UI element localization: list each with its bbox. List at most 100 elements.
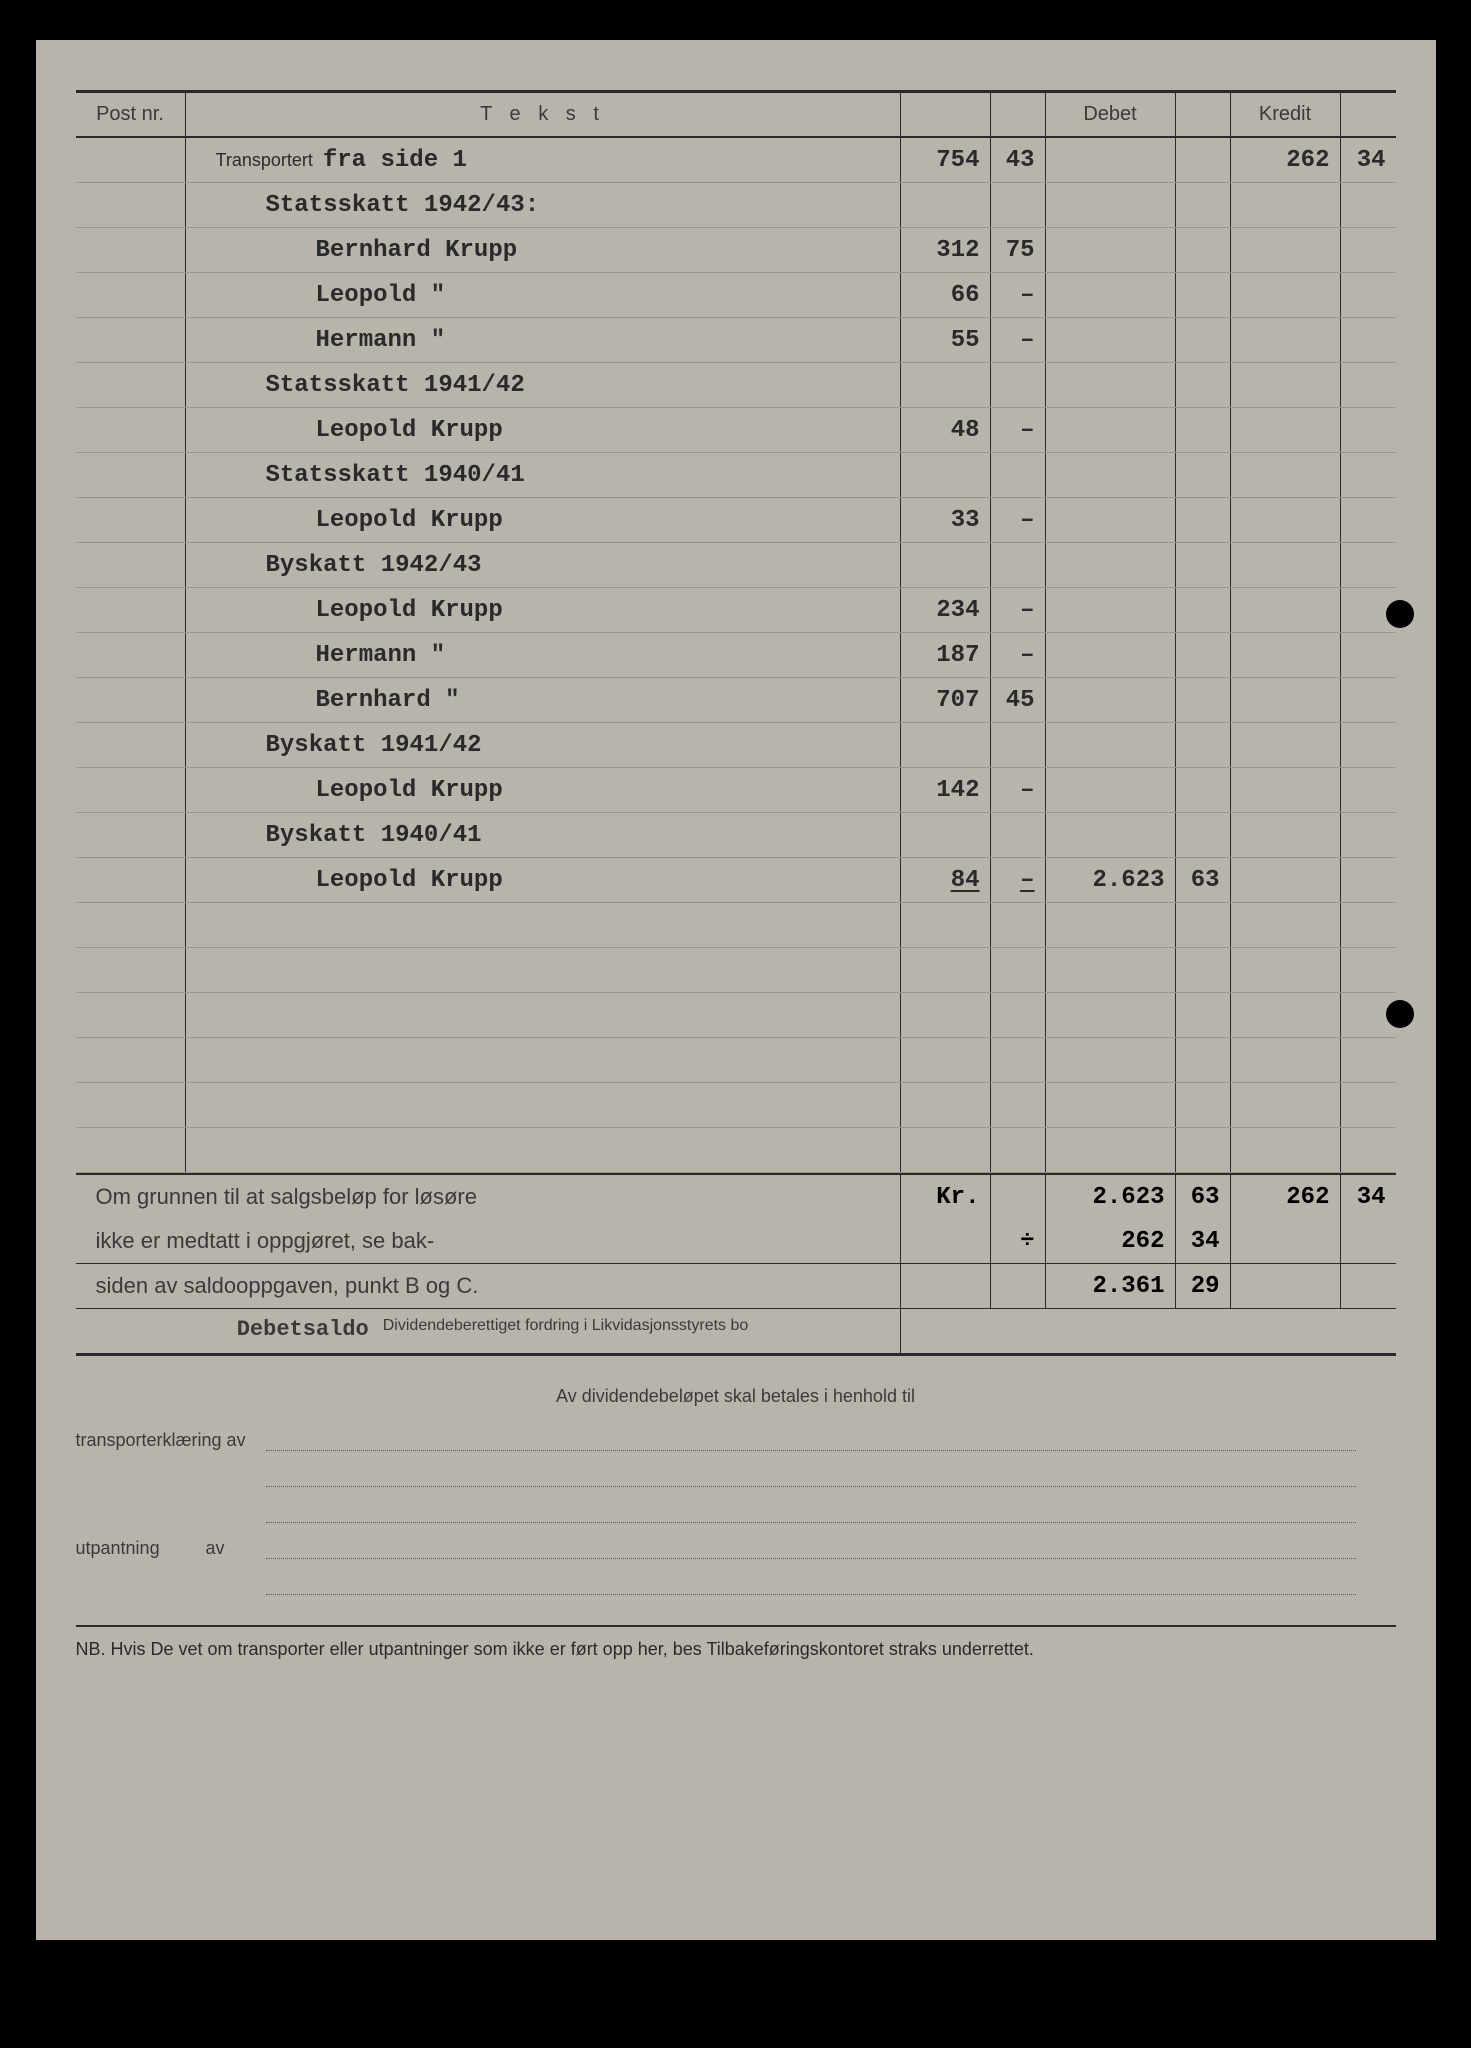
tekst-cell: Byskatt 1941/42 xyxy=(186,723,901,767)
num-sub-cell xyxy=(991,1038,1046,1082)
utpantning-line: utpantning av xyxy=(76,1535,1396,1559)
kredit-cell xyxy=(1231,228,1341,272)
num-cell xyxy=(901,813,991,857)
kredit-cell xyxy=(1231,318,1341,362)
debet-sub-cell xyxy=(1176,408,1231,452)
totals-row: Om grunnen til at salgsbeløp for løsøre … xyxy=(76,1175,1396,1219)
debet-sub-cell xyxy=(1176,1083,1231,1127)
kredit-sub-cell xyxy=(1341,183,1396,227)
tekst-cell: Leopold Krupp xyxy=(186,768,901,812)
num-sub-cell: – xyxy=(991,633,1046,677)
kredit-sub-cell xyxy=(1341,498,1396,542)
num-sub-cell: 43 xyxy=(991,138,1046,182)
kredit-cell xyxy=(1231,1264,1341,1308)
header-blank xyxy=(991,93,1046,136)
header-debet: Debet xyxy=(1046,93,1176,136)
num-sub-cell: – xyxy=(991,588,1046,632)
kredit-sub-cell xyxy=(1341,543,1396,587)
ledger-table: Post nr. T e k s t Debet Kredit Transpor… xyxy=(76,90,1396,1356)
kredit-cell xyxy=(1231,813,1341,857)
post-cell xyxy=(76,588,186,632)
num-cell: 754 xyxy=(901,138,991,182)
debet-cell: 2.623 xyxy=(1046,858,1176,902)
num-sub-cell xyxy=(991,993,1046,1037)
debet-cell xyxy=(1046,273,1176,317)
post-cell xyxy=(76,1128,186,1172)
table-row xyxy=(76,1128,1396,1173)
kredit-cell xyxy=(1231,903,1341,947)
header-kredit: Kredit xyxy=(1231,93,1341,136)
post-cell xyxy=(76,993,186,1037)
kredit-cell xyxy=(1231,768,1341,812)
table-row xyxy=(76,1038,1396,1083)
debet-cell xyxy=(1046,588,1176,632)
debet-cell xyxy=(1046,228,1176,272)
kredit-sub-cell: 34 xyxy=(1341,138,1396,182)
post-cell xyxy=(76,453,186,497)
debet-cell xyxy=(1046,1083,1176,1127)
utpantning-label: utpantning xyxy=(76,1538,206,1559)
debet-sub-cell xyxy=(1176,228,1231,272)
debet-sub-cell xyxy=(1176,948,1231,992)
num-sub-cell xyxy=(991,948,1046,992)
tekst-cell xyxy=(186,1128,901,1172)
kredit-sub-cell xyxy=(1341,1038,1396,1082)
tekst-cell: Leopold Krupp xyxy=(186,498,901,542)
num-sub-cell: – xyxy=(991,858,1046,902)
tekst-cell: Byskatt 1942/43 xyxy=(186,543,901,587)
debet-sub-cell xyxy=(1176,318,1231,362)
cell xyxy=(991,1309,1046,1353)
num-sub-cell: 75 xyxy=(991,228,1046,272)
num-cell: 33 xyxy=(901,498,991,542)
transport-label: transporterklæring av xyxy=(76,1430,266,1451)
kredit-sub-cell xyxy=(1341,363,1396,407)
debet-sub-cell xyxy=(1176,273,1231,317)
note-line: Om grunnen til at salgsbeløp for løsøre xyxy=(96,1182,477,1213)
num-sub-cell: – xyxy=(991,273,1046,317)
num-sub-cell xyxy=(991,543,1046,587)
num-sub-cell xyxy=(991,1083,1046,1127)
debet-cell xyxy=(1046,813,1176,857)
post-cell xyxy=(76,408,186,452)
post-cell xyxy=(76,273,186,317)
num-cell xyxy=(901,993,991,1037)
num-cell: 84 xyxy=(901,858,991,902)
totals-section: Om grunnen til at salgsbeløp for løsøre … xyxy=(76,1173,1396,1353)
post-cell xyxy=(76,723,186,767)
kredit-sub-cell xyxy=(1341,633,1396,677)
post-cell xyxy=(76,903,186,947)
kredit-sub-cell xyxy=(1341,1083,1396,1127)
debet-sub: 29 xyxy=(1176,1264,1231,1308)
num-cell: 187 xyxy=(901,633,991,677)
transport-line: transporterklæring av xyxy=(76,1427,1396,1451)
kredit-sub-cell xyxy=(1341,948,1396,992)
blank-row xyxy=(76,1499,1396,1523)
kredit-sub xyxy=(1341,1264,1396,1308)
tekst-cell: Bernhard " xyxy=(186,678,901,722)
totals-note: ikke er medtatt i oppgjøret, se bak- xyxy=(76,1219,901,1263)
tekst-cell: Byskatt 1940/41 xyxy=(186,813,901,857)
header-blank xyxy=(1176,93,1231,136)
kredit-sub-cell xyxy=(1341,228,1396,272)
header-tekst: T e k s t xyxy=(186,93,901,136)
num-sub-cell: – xyxy=(991,408,1046,452)
debet-cell xyxy=(1046,408,1176,452)
table-row: Hermann "55– xyxy=(76,318,1396,363)
debet-cell xyxy=(1046,678,1176,722)
plus-cell: ÷ xyxy=(991,1219,1046,1263)
table-body: Transportertfra side 17544326234Statsska… xyxy=(76,138,1396,1173)
debet-sub-cell xyxy=(1176,1128,1231,1172)
kredit-cell xyxy=(1231,543,1341,587)
debet-sub: 34 xyxy=(1176,1219,1231,1263)
debet-sub-cell xyxy=(1176,813,1231,857)
blank-line xyxy=(266,1463,1356,1487)
table-row: Leopold Krupp234– xyxy=(76,588,1396,633)
debet-cell: 2.623 xyxy=(1046,1175,1176,1219)
post-cell xyxy=(76,1038,186,1082)
tekst-cell: Bernhard Krupp xyxy=(186,228,901,272)
totals-row: ikke er medtatt i oppgjøret, se bak- ÷ 2… xyxy=(76,1219,1396,1263)
kredit-sub-cell xyxy=(1341,678,1396,722)
kredit-cell xyxy=(1231,678,1341,722)
cell xyxy=(1231,1309,1341,1353)
num-cell xyxy=(901,543,991,587)
